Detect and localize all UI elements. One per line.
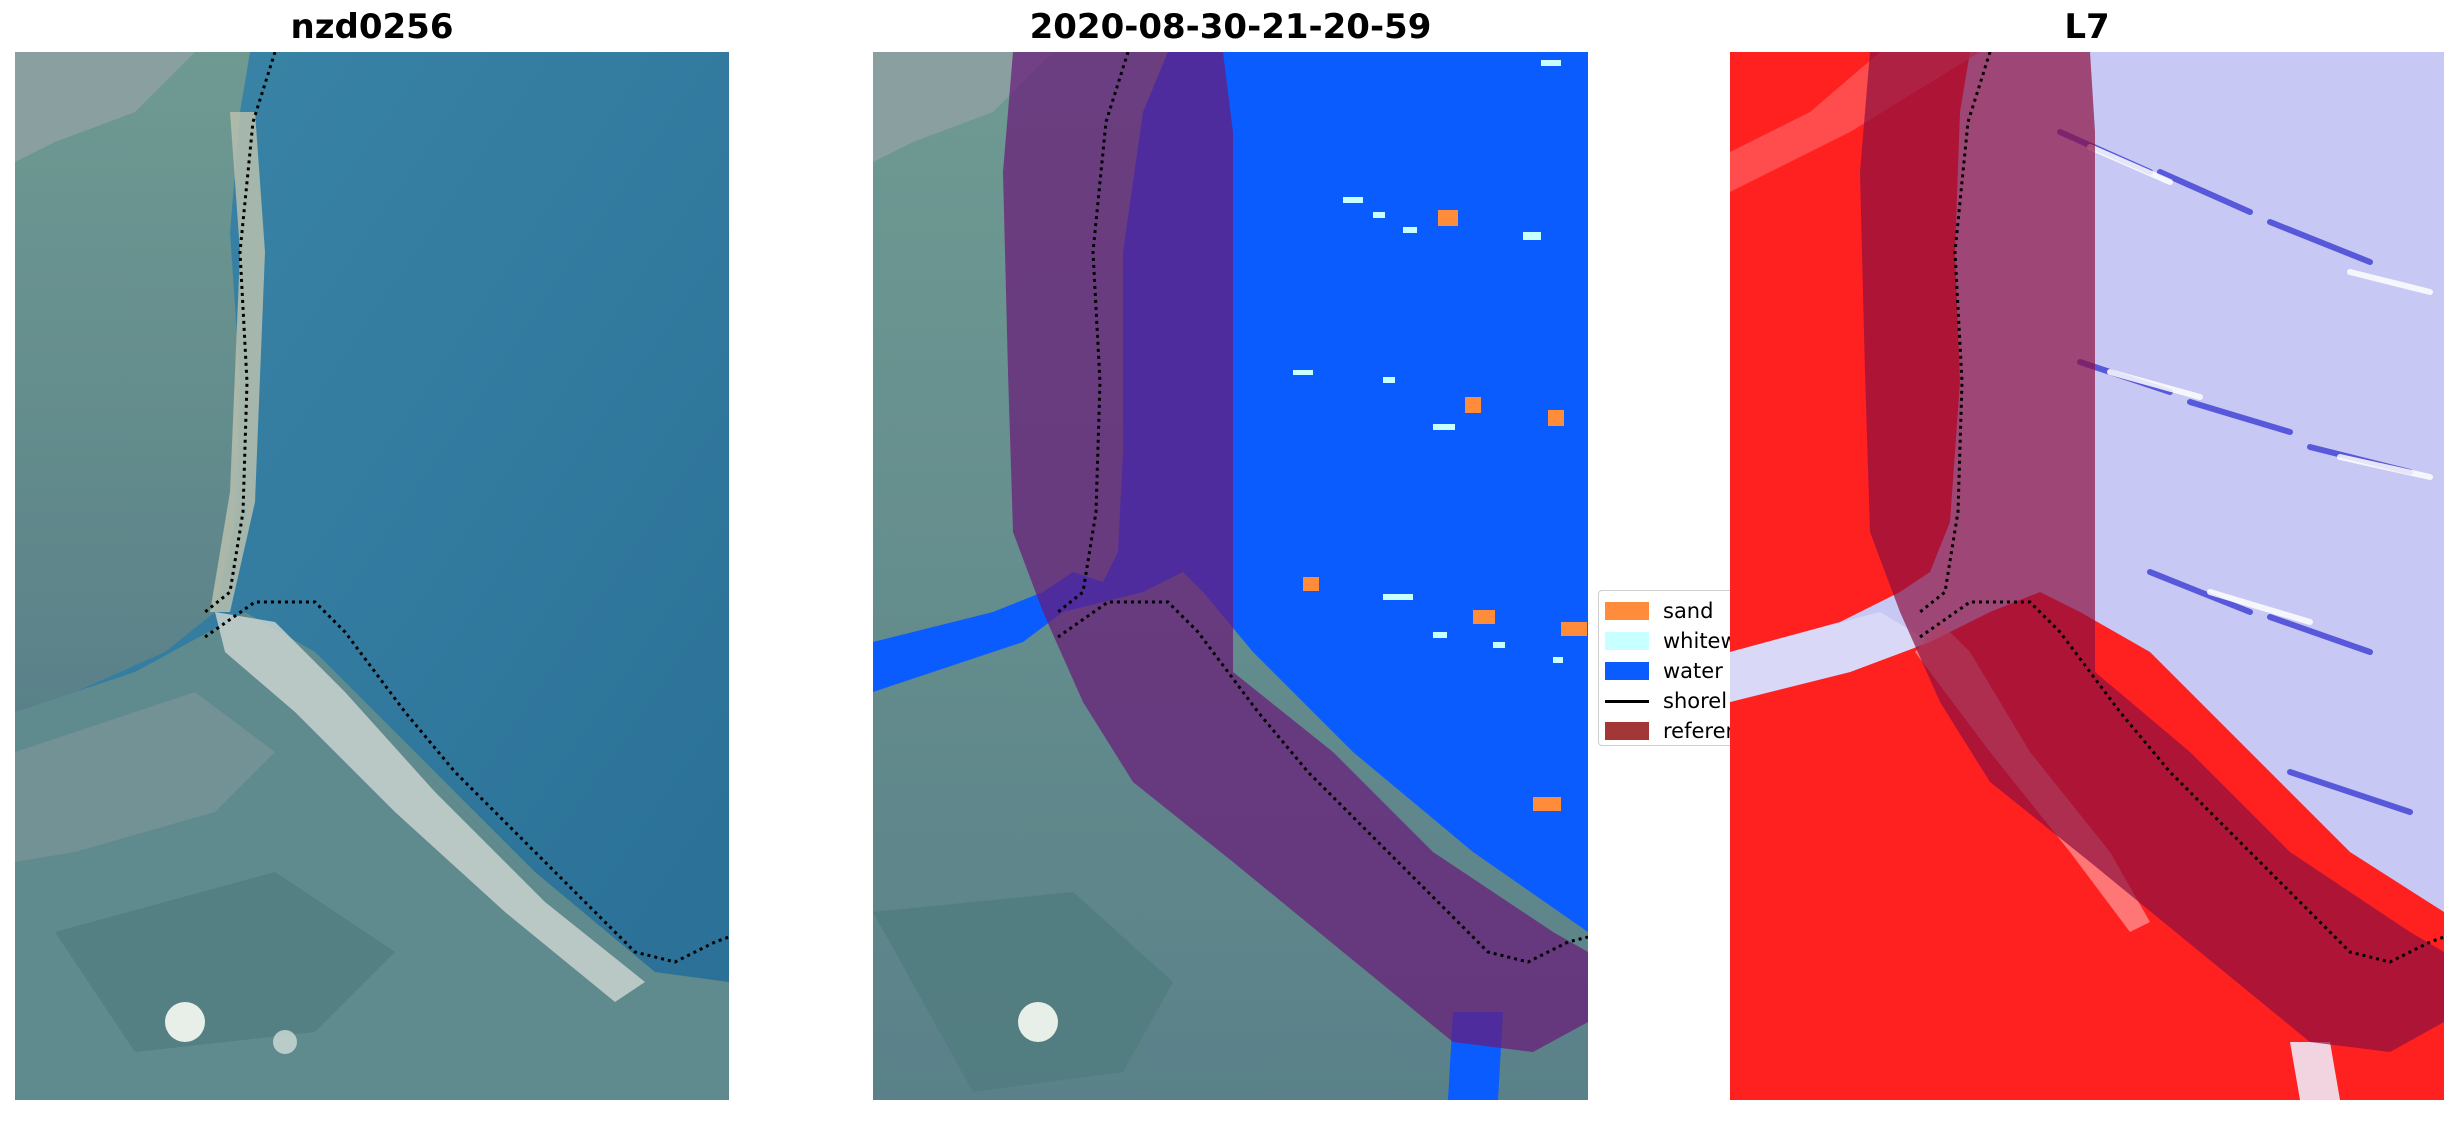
legend-item-reference: referen — [1605, 716, 1738, 745]
classification-map — [873, 52, 1588, 1100]
legend-label-water: water — [1663, 659, 1723, 683]
classification-panel — [873, 52, 1588, 1100]
reference-swatch — [1605, 722, 1649, 740]
whitewater-swatch — [1605, 632, 1649, 650]
sand-patch — [1548, 410, 1564, 426]
legend-label-reference: referen — [1663, 719, 1738, 743]
legend: sand whitew water shorel referen — [1598, 590, 1738, 746]
panel-title-2: 2020-08-30-21-20-59 — [1029, 7, 1432, 47]
index-map — [1730, 52, 2444, 1100]
legend-label-shoreline: shorel — [1663, 689, 1728, 713]
whitewater-streaks — [2087, 144, 2433, 625]
satellite-image — [15, 52, 729, 1100]
shoreline-line-swatch — [1605, 699, 1649, 703]
sand-patch — [1533, 797, 1561, 811]
legend-item-whitewater: whitew — [1605, 626, 1738, 656]
legend-label-whitewater: whitew — [1663, 629, 1738, 653]
legend-item-sand: sand — [1605, 596, 1713, 626]
panel-title-3: L7 — [2064, 7, 2110, 47]
sand-patch — [1473, 610, 1495, 624]
satellite-image-panel — [15, 52, 729, 1100]
sand-patch — [1561, 622, 1587, 636]
water-swatch — [1605, 662, 1649, 680]
whitewater-specks — [1293, 60, 1563, 663]
legend-item-water: water — [1605, 656, 1723, 686]
sand-patch — [1438, 210, 1458, 226]
panel-title-1: nzd0256 — [290, 7, 454, 47]
sand-patch — [1465, 397, 1481, 413]
legend-item-shoreline: shorel — [1605, 686, 1727, 716]
sand-patch — [1303, 577, 1319, 591]
legend-label-sand: sand — [1663, 599, 1714, 623]
index-panel — [1730, 52, 2444, 1100]
sand-swatch — [1605, 602, 1649, 620]
